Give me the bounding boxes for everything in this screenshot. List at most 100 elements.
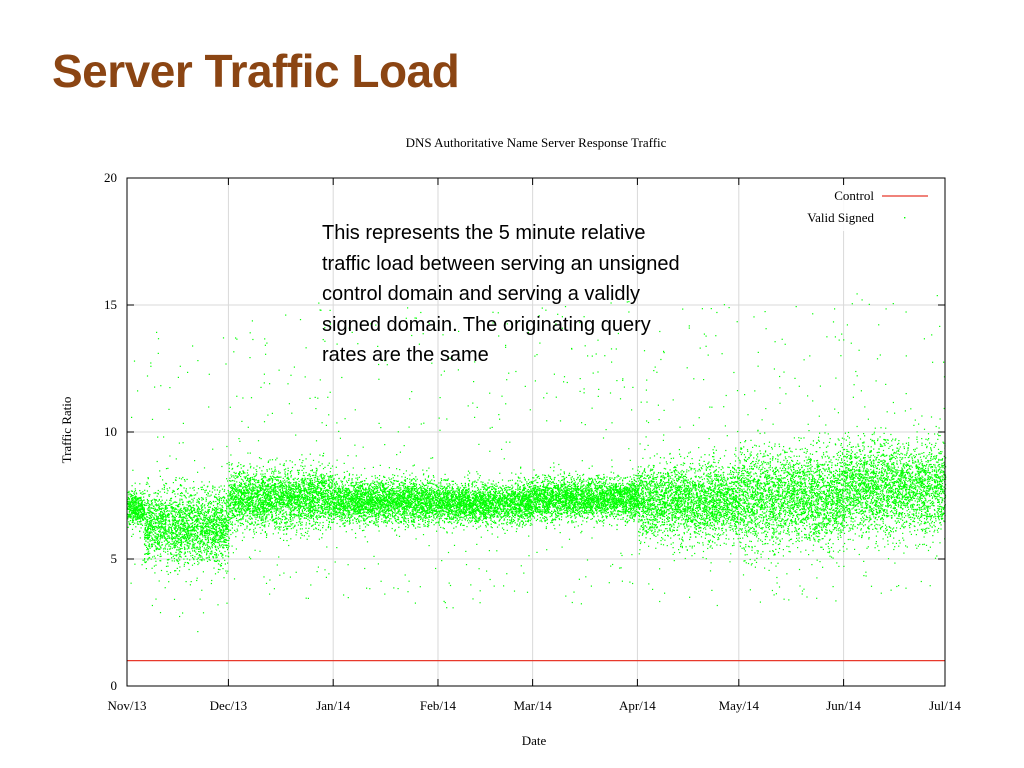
- valid-signed-point: [189, 494, 192, 496]
- valid-signed-point: [232, 532, 234, 534]
- valid-signed-point: [300, 465, 302, 467]
- valid-signed-point: [147, 510, 149, 512]
- valid-signed-point: [292, 523, 294, 525]
- valid-signed-point: [145, 537, 147, 539]
- valid-signed-point: [128, 522, 130, 524]
- valid-signed-point: [175, 570, 177, 572]
- valid-signed-point: [160, 537, 162, 539]
- valid-signed-point: [145, 517, 147, 519]
- valid-signed-point: [274, 468, 276, 470]
- valid-signed-point: [184, 526, 186, 529]
- valid-signed-point: [205, 500, 207, 502]
- valid-signed-point: [280, 476, 282, 478]
- valid-signed-point: [200, 505, 202, 507]
- valid-signed-point: [202, 612, 205, 614]
- valid-signed-point: [196, 538, 198, 540]
- valid-signed-point: [144, 514, 146, 516]
- valid-signed-point: [330, 508, 332, 510]
- valid-signed-point: [148, 521, 151, 523]
- valid-signed-point: [133, 502, 135, 504]
- valid-signed-point: [208, 506, 210, 508]
- valid-signed-point: [154, 501, 156, 503]
- valid-signed-point: [216, 556, 218, 558]
- valid-signed-point: [249, 478, 251, 480]
- valid-signed-point: [324, 482, 326, 484]
- valid-signed-point: [295, 485, 297, 487]
- valid-signed-point: [134, 482, 136, 484]
- valid-signed-point: [151, 604, 153, 607]
- valid-signed-point: [183, 528, 185, 530]
- valid-signed-point: [136, 513, 138, 515]
- valid-signed-point: [318, 302, 320, 304]
- valid-signed-point: [148, 550, 150, 552]
- valid-signed-point: [214, 496, 216, 498]
- valid-signed-point: [150, 535, 152, 537]
- valid-signed-point: [220, 565, 222, 567]
- valid-signed-point: [307, 495, 309, 497]
- valid-signed-point: [256, 488, 258, 490]
- valid-signed-point: [283, 533, 285, 535]
- valid-signed-point: [140, 504, 142, 506]
- valid-signed-point: [163, 520, 165, 522]
- valid-signed-point: [215, 533, 217, 536]
- valid-signed-point: [313, 512, 315, 515]
- valid-signed-point: [332, 484, 334, 486]
- valid-signed-point: [217, 548, 219, 550]
- valid-signed-point: [207, 523, 209, 525]
- valid-signed-point: [156, 528, 158, 530]
- valid-signed-point: [205, 497, 207, 499]
- valid-signed-point: [274, 525, 276, 527]
- valid-signed-point: [150, 525, 152, 527]
- valid-signed-point: [256, 495, 258, 497]
- valid-signed-point: [315, 506, 317, 508]
- valid-signed-point: [131, 508, 133, 510]
- valid-signed-point: [270, 495, 272, 497]
- valid-signed-point: [155, 535, 157, 537]
- valid-signed-point: [233, 504, 235, 506]
- valid-signed-point: [272, 508, 274, 510]
- valid-signed-point: [255, 494, 257, 496]
- valid-signed-point: [263, 497, 265, 499]
- valid-signed-point: [286, 525, 288, 527]
- valid-signed-point: [168, 545, 170, 547]
- valid-signed-point: [171, 538, 174, 540]
- valid-signed-point: [205, 515, 207, 517]
- valid-signed-point: [175, 545, 177, 547]
- valid-signed-point: [155, 499, 157, 501]
- valid-signed-point: [264, 498, 266, 500]
- valid-signed-point: [180, 523, 182, 525]
- valid-signed-point: [236, 489, 238, 491]
- valid-signed-point: [146, 549, 148, 551]
- valid-signed-point: [231, 510, 233, 512]
- valid-signed-point: [183, 506, 185, 508]
- valid-signed-point: [176, 537, 179, 539]
- valid-signed-point: [236, 498, 238, 500]
- valid-signed-point: [196, 534, 199, 536]
- valid-signed-point: [202, 558, 204, 560]
- valid-signed-point: [277, 486, 279, 488]
- valid-signed-point: [209, 521, 211, 523]
- valid-signed-point: [162, 517, 164, 519]
- valid-signed-point: [194, 537, 196, 539]
- valid-signed-point: [226, 544, 228, 546]
- valid-signed-point: [151, 520, 153, 522]
- valid-signed-point: [180, 540, 182, 542]
- valid-signed-point: [137, 523, 139, 525]
- valid-signed-point: [225, 541, 227, 543]
- valid-signed-point: [186, 530, 188, 532]
- valid-signed-point: [271, 478, 273, 480]
- valid-signed-point: [307, 478, 309, 480]
- valid-signed-point: [213, 517, 215, 520]
- valid-signed-point: [253, 533, 256, 535]
- valid-signed-point: [297, 486, 299, 488]
- valid-signed-point: [290, 523, 292, 525]
- valid-signed-point: [233, 497, 235, 499]
- valid-signed-point: [282, 491, 284, 493]
- valid-signed-point: [201, 504, 203, 506]
- valid-signed-point: [198, 507, 200, 509]
- valid-signed-point: [200, 534, 202, 536]
- valid-signed-point: [293, 482, 295, 484]
- valid-signed-point: [151, 543, 153, 545]
- valid-signed-point: [300, 524, 302, 526]
- valid-signed-point: [332, 509, 334, 511]
